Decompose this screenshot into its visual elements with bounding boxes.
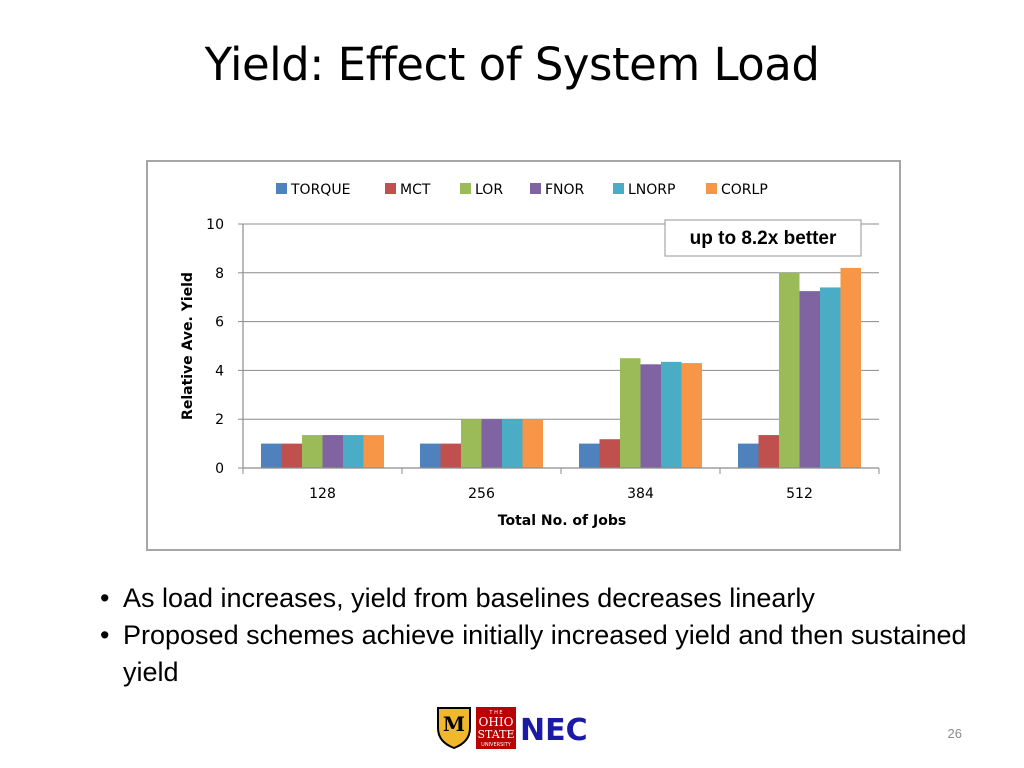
x-axis-ticks: 128 256 384 512 — [242, 468, 880, 502]
mizzou-logo: M — [437, 707, 471, 750]
bar-torque-128 — [261, 443, 282, 468]
bar-mct-384 — [599, 439, 620, 468]
bullet-item: Proposed schemes achieve initially incre… — [100, 617, 980, 691]
bar-lnorp-384 — [661, 361, 682, 468]
y-axis-ticks: 0 2 4 6 8 10 — [206, 217, 243, 477]
bar-corlp-128 — [363, 435, 384, 468]
bar-torque-512 — [738, 443, 759, 468]
bar-lnorp-256 — [502, 419, 523, 468]
bar-mct-512 — [758, 435, 779, 468]
legend-item-torque: TORQUE — [276, 182, 350, 198]
bar-corlp-384 — [681, 363, 702, 468]
x-tick-label: 256 — [468, 486, 495, 502]
y-tick-label: 10 — [206, 217, 224, 233]
bullet-list: As load increases, yield from baselines … — [100, 580, 980, 691]
annotation-box: up to 8.2x better — [664, 219, 862, 257]
bar-fnor-384 — [640, 364, 661, 468]
y-tick-label: 2 — [215, 412, 224, 428]
legend-label: MCT — [400, 182, 431, 198]
bar-lnorp-512 — [820, 287, 841, 468]
legend-swatch — [613, 183, 624, 194]
x-tick-label: 512 — [786, 486, 813, 502]
slide-title: Yield: Effect of System Load — [204, 38, 820, 91]
bar-torque-256 — [420, 443, 441, 468]
legend-swatch — [460, 183, 471, 194]
bar-fnor-128 — [322, 435, 343, 468]
bar-torque-384 — [579, 443, 600, 468]
ohio-state-logo-state: STATE — [478, 728, 515, 741]
bar-lor-256 — [461, 419, 482, 468]
ohio-state-logo-ohio: OHIO — [479, 715, 514, 729]
y-axis-label: Relative Ave. Yield — [180, 272, 196, 420]
chart-legend: TORQUE MCT LOR FNOR LNORP CORLP — [276, 182, 768, 198]
bar-mct-256 — [440, 443, 461, 468]
legend-item-lnorp: LNORP — [613, 182, 675, 198]
legend-label: LNORP — [628, 182, 675, 198]
ohio-state-logo: T H E OHIO STATE UNIVERSITY — [476, 707, 516, 749]
mizzou-logo-letter: M — [443, 712, 465, 736]
y-tick-label: 8 — [215, 266, 224, 282]
legend-item-corlp: CORLP — [706, 182, 768, 198]
bar-lnorp-128 — [343, 435, 364, 468]
bullet-item: As load increases, yield from baselines … — [100, 580, 980, 617]
legend-swatch — [385, 183, 396, 194]
bar-corlp-512 — [840, 267, 861, 468]
x-axis-label: Total No. of Jobs — [498, 513, 626, 529]
x-tick-label: 384 — [627, 486, 654, 502]
bar-fnor-512 — [799, 291, 820, 468]
annotation-text: up to 8.2x better — [690, 228, 837, 249]
bar-mct-128 — [281, 443, 302, 468]
bar-fnor-256 — [481, 419, 502, 468]
bar-lor-512 — [779, 272, 800, 468]
legend-item-fnor: FNOR — [530, 182, 585, 198]
legend-item-mct: MCT — [385, 182, 431, 198]
y-tick-label: 4 — [215, 363, 224, 379]
bar-lor-384 — [620, 358, 641, 468]
ohio-state-logo-university: UNIVERSITY — [481, 742, 512, 748]
legend-label: LOR — [475, 182, 503, 198]
legend-swatch — [276, 183, 287, 194]
legend-item-lor: LOR — [460, 182, 503, 198]
legend-label: TORQUE — [290, 182, 350, 198]
legend-label: CORLP — [721, 182, 768, 198]
page-number: 26 — [947, 726, 962, 741]
bar-lor-128 — [302, 435, 323, 468]
x-tick-label: 128 — [309, 486, 336, 502]
y-tick-label: 0 — [215, 461, 224, 477]
legend-label: FNOR — [545, 182, 585, 198]
bar-corlp-256 — [522, 419, 543, 468]
y-tick-label: 6 — [215, 315, 224, 331]
legend-swatch — [530, 183, 541, 194]
ohio-state-logo-the: T H E — [488, 710, 502, 716]
logo-strip: M T H E OHIO STATE UNIVERSITY NEC — [437, 707, 588, 750]
nec-logo: NEC — [520, 713, 588, 748]
bars — [261, 267, 861, 468]
legend-swatch — [706, 183, 717, 194]
